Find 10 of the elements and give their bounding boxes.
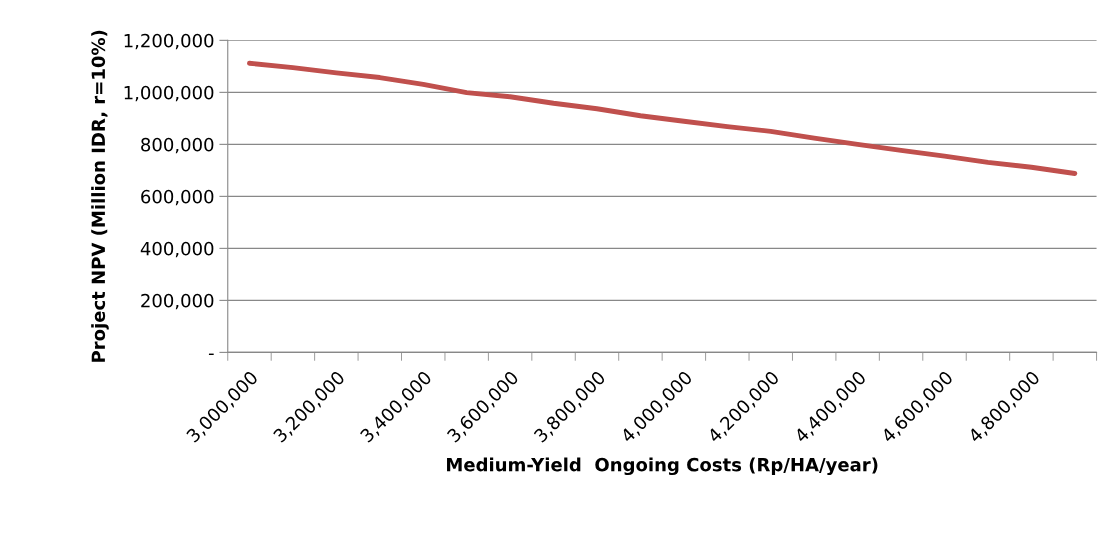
x-axis-title: Medium-Yield Ongoing Costs (Rp/HA/year) (447, 457, 878, 476)
y-axis-title: Project NPV (Million IDR, r=10%) (91, 30, 109, 362)
y-tick-label: - (208, 353, 214, 356)
y-tick-label: 400,000 (140, 241, 214, 258)
y-tick-label: 600,000 (141, 189, 214, 206)
y-tick-label: 1,000,000 (124, 85, 214, 102)
y-tick-label: 1,200,000 (124, 33, 214, 50)
line-series (247, 60, 1078, 176)
y-tick-label: 200,000 (141, 293, 214, 310)
y-tick-label: 800,000 (141, 137, 214, 154)
